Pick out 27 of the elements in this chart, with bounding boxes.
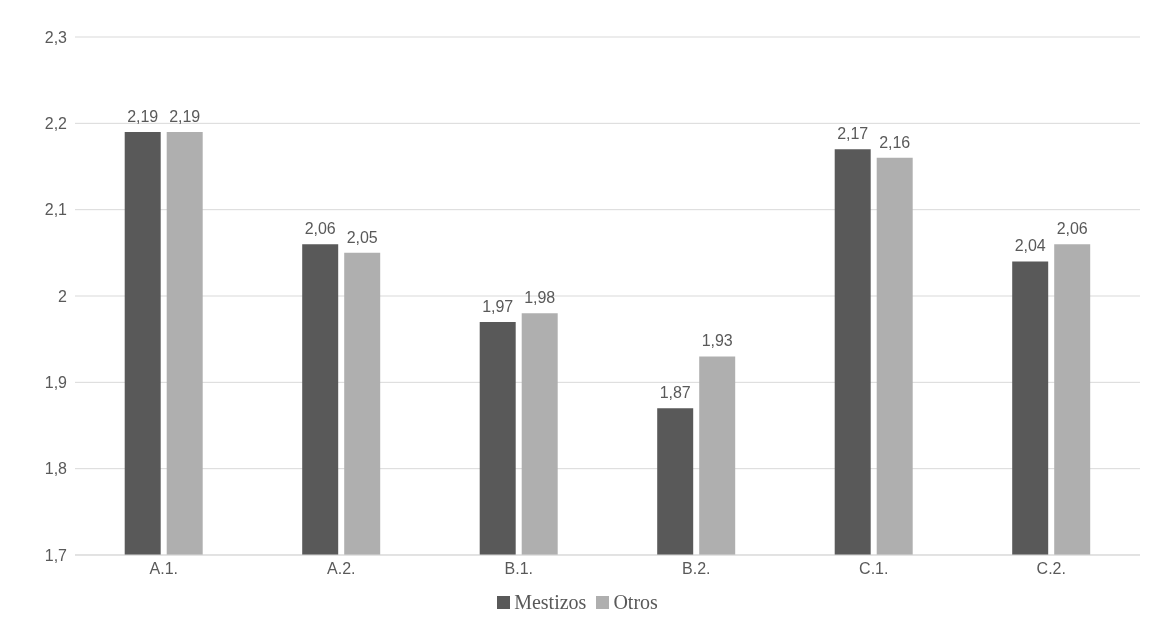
- x-tick-label: C.2.: [1036, 560, 1066, 578]
- y-tick-label: 1,8: [44, 460, 68, 478]
- y-tick-label: 2,3: [44, 28, 68, 46]
- data-label: 2,06: [1056, 220, 1088, 238]
- data-label: 1,97: [482, 297, 514, 315]
- data-label: 2,17: [837, 125, 869, 143]
- x-tick-label: A.1.: [149, 560, 178, 578]
- data-label: 1,87: [659, 384, 691, 402]
- x-tick-label: B.1.: [504, 560, 533, 578]
- data-label: 2,05: [346, 228, 378, 246]
- legend-label: Otros: [612, 591, 658, 614]
- x-tick-label: A.2.: [327, 560, 356, 578]
- y-tick-label: 1,9: [44, 374, 68, 392]
- data-label: 2,06: [304, 220, 336, 238]
- data-label: 2,19: [127, 107, 159, 125]
- data-label: 1,98: [524, 289, 556, 307]
- data-label: 2,04: [1014, 237, 1046, 255]
- x-tick-label: C.1.: [859, 560, 889, 578]
- y-tick-label: 2: [58, 287, 68, 305]
- x-tick-label: B.2.: [682, 560, 711, 578]
- y-tick-label: 2,2: [44, 115, 68, 133]
- legend-label: Mestizos: [513, 591, 587, 614]
- y-tick-label: 1,7: [44, 546, 68, 564]
- y-tick-label: 2,1: [44, 201, 68, 219]
- data-label: 2,16: [879, 133, 911, 151]
- data-label: 2,19: [169, 107, 201, 125]
- data-label: 1,93: [701, 332, 733, 350]
